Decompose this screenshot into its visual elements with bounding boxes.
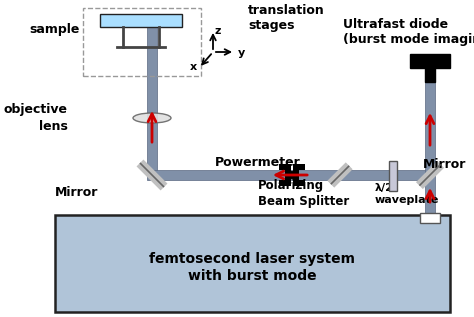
Bar: [420, 213, 440, 223]
Bar: [279, 180, 285, 186]
Bar: [425, 175, 435, 215]
Text: y: y: [238, 48, 245, 58]
Text: z: z: [215, 26, 221, 36]
Bar: [147, 22, 157, 175]
Text: Mirror: Mirror: [423, 158, 466, 171]
Text: λ/2
waveplate: λ/2 waveplate: [375, 183, 439, 205]
Bar: [279, 164, 285, 170]
Text: Polarizing
Beam Splitter: Polarizing Beam Splitter: [258, 179, 349, 209]
Ellipse shape: [133, 113, 171, 123]
Bar: [83, 8, 201, 76]
Text: Ultrafast diode
(burst mode imaging): Ultrafast diode (burst mode imaging): [343, 17, 474, 47]
Bar: [285, 164, 291, 186]
Bar: [147, 170, 430, 180]
Bar: [410, 54, 450, 68]
Bar: [100, 14, 182, 27]
Bar: [293, 164, 299, 186]
Bar: [425, 68, 435, 82]
Text: femtosecond laser system
with burst mode: femtosecond laser system with burst mode: [149, 252, 356, 282]
Bar: [299, 164, 305, 170]
Text: translation
stages: translation stages: [248, 3, 325, 33]
Text: Mirror: Mirror: [55, 186, 98, 199]
Text: objective
lens: objective lens: [4, 103, 68, 133]
Bar: [389, 161, 397, 191]
Text: x: x: [190, 62, 197, 72]
Text: sample: sample: [29, 23, 80, 36]
Bar: [425, 75, 435, 175]
Bar: [299, 180, 305, 186]
Bar: [55, 215, 450, 312]
Text: Powermeter: Powermeter: [215, 156, 301, 169]
